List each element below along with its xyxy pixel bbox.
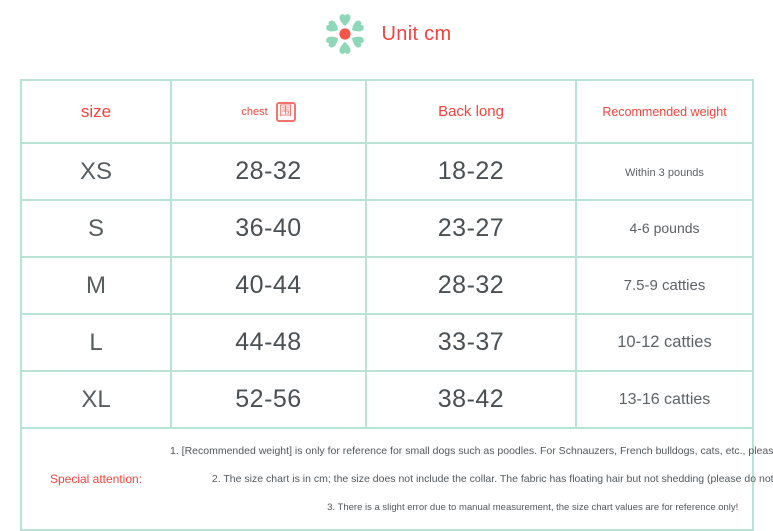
cell-chest: 28-32: [170, 142, 367, 201]
unit-label: Unit cm: [381, 22, 452, 45]
back-long-value: 33-37: [437, 328, 505, 356]
size-value: L: [89, 328, 103, 356]
column-header-chest: chest 围: [170, 79, 367, 144]
cell-back-long: 23-27: [365, 199, 577, 258]
table-row: XS 28-32 18-22 Within 3 pounds: [20, 142, 754, 201]
size-value: S: [87, 214, 104, 242]
back-long-value: 38-42: [437, 385, 505, 413]
size-value: M: [86, 271, 106, 299]
cell-chest: 36-40: [170, 199, 367, 258]
page-header: Unit cm: [0, 8, 773, 60]
notes-cell: Special attention: 1. [Recommended weigh…: [20, 427, 773, 531]
flower-icon: [322, 11, 368, 57]
cell-size: M: [20, 256, 172, 315]
cell-chest: 44-48: [170, 313, 367, 372]
column-header-recommended-weight-label: Recommended weight: [602, 104, 727, 119]
recommended-weight-value: 10-12 catties: [617, 333, 712, 351]
chest-value: 28-32: [235, 157, 302, 185]
note-line: 2. The size chart is in cm; the size doe…: [211, 473, 773, 486]
column-header-back-long-label: Back long: [438, 102, 504, 120]
notes-row: Special attention: 1. [Recommended weigh…: [20, 427, 773, 531]
cell-size: XL: [20, 370, 172, 429]
note-line: 1. [Recommended weight] is only for refe…: [170, 444, 773, 457]
column-header-chest-label: chest: [241, 105, 268, 118]
recommended-weight-value: 13-16 catties: [618, 390, 711, 408]
size-value: XL: [81, 385, 111, 413]
table-row: XL 52-56 38-42 13-16 catties: [20, 370, 754, 429]
back-long-value: 18-22: [437, 157, 505, 185]
special-attention-label: Special attention:: [49, 472, 143, 486]
recommended-weight-value: Within 3 pounds: [625, 166, 704, 179]
back-long-value: 28-32: [437, 271, 505, 299]
cell-back-long: 38-42: [365, 370, 577, 429]
cell-recommended-weight: Within 3 pounds: [575, 142, 754, 201]
cell-chest: 52-56: [170, 370, 367, 429]
recommended-weight-value: 4-6 pounds: [629, 219, 700, 236]
column-header-recommended-weight: Recommended weight: [575, 79, 754, 144]
chest-value: 44-48: [235, 328, 302, 356]
chest-value: 40-44: [235, 271, 302, 299]
cell-recommended-weight: 13-16 catties: [575, 370, 754, 429]
column-header-back-long: Back long: [365, 79, 577, 144]
cell-size: L: [20, 313, 172, 372]
cell-size: XS: [20, 142, 172, 201]
chest-value: 52-56: [235, 385, 302, 413]
notes-list: 1. [Recommended weight] is only for refe…: [170, 445, 773, 514]
note-line: 3. There is a slight error due to manual…: [327, 501, 739, 513]
cell-size: S: [20, 199, 172, 258]
table-row: M 40-44 28-32 7.5-9 catties: [20, 256, 754, 315]
cell-recommended-weight: 10-12 catties: [575, 313, 754, 372]
cell-recommended-weight: 7.5-9 catties: [575, 256, 754, 315]
cell-back-long: 18-22: [365, 142, 577, 201]
table-header-row: size chest 围 Back long Recommended weigh…: [20, 79, 754, 144]
recommended-weight-value: 7.5-9 catties: [623, 276, 706, 294]
column-header-size-label: size: [80, 101, 112, 121]
cell-back-long: 33-37: [365, 313, 577, 372]
back-long-value: 23-27: [437, 214, 505, 242]
table-row: L 44-48 33-37 10-12 catties: [20, 313, 754, 372]
cell-back-long: 28-32: [365, 256, 577, 315]
chest-value: 36-40: [235, 214, 302, 242]
cell-chest: 40-44: [170, 256, 367, 315]
size-value: XS: [79, 157, 112, 185]
size-chart-table: size chest 围 Back long Recommended weigh…: [20, 79, 773, 531]
cell-recommended-weight: 4-6 pounds: [575, 199, 754, 258]
table-row: S 36-40 23-27 4-6 pounds: [20, 199, 754, 258]
column-header-size: size: [20, 79, 172, 144]
chest-measure-icon: 围: [275, 101, 296, 122]
